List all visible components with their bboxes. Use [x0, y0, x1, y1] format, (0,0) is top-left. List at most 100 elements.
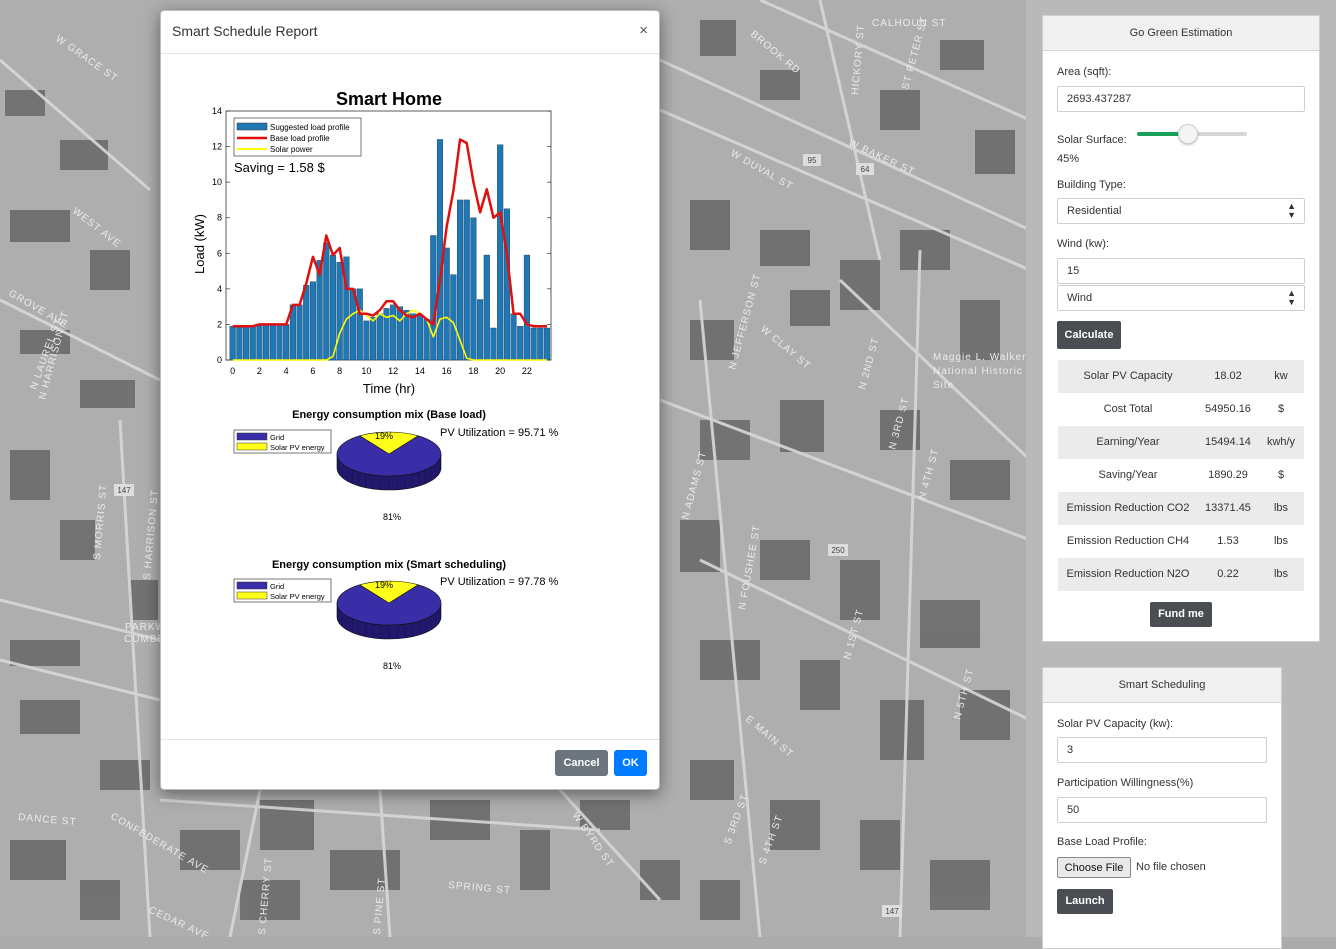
slider-fill [1137, 132, 1187, 136]
result-name: Saving/Year [1098, 469, 1158, 481]
bar [236, 326, 243, 361]
base-load-line [232, 138, 547, 328]
map-blocks [5, 20, 1015, 920]
modal-footer-divider [161, 739, 659, 740]
route-shield: 95 [803, 154, 821, 166]
pie-annotation: PV Utilization = 95.71 % [440, 427, 559, 439]
area-input[interactable]: 2693.437287 [1057, 86, 1305, 112]
bar [463, 199, 470, 361]
map-poi-label: National Historic [933, 366, 1023, 377]
svg-text:250: 250 [831, 546, 845, 555]
bar [363, 320, 370, 361]
slider-thumb[interactable] [1177, 124, 1198, 144]
result-unit: lbs [1273, 502, 1289, 514]
route-shield: 250 [828, 544, 848, 556]
pie-annotation: PV Utilization = 97.78 % [440, 576, 559, 588]
x-tick-label: 4 [284, 366, 289, 376]
legend-label: Solar power [270, 145, 313, 154]
bar [249, 326, 256, 361]
chart-annotation: Saving = 1.58 $ [234, 160, 325, 175]
chart-legend: Suggested load profile Base load profile… [233, 117, 362, 157]
bar [269, 324, 276, 361]
bar [490, 327, 497, 361]
bar [336, 261, 343, 361]
solar-power-line [232, 309, 547, 361]
bar [276, 324, 283, 361]
pie-slice-grid [336, 435, 442, 477]
close-icon[interactable]: × [639, 22, 648, 39]
go-green-panel: Go Green Estimation Area (sqft): 2693.43… [1042, 15, 1320, 642]
bar [356, 288, 363, 361]
map-street-label: S PINE ST [372, 877, 388, 935]
bar [477, 299, 484, 361]
result-value: 13371.45 [1205, 502, 1251, 514]
building-type-value: Residential [1067, 205, 1122, 217]
y-tick-label: 2 [217, 319, 222, 329]
route-shield: 147 [882, 905, 902, 917]
pie-slice-grid [336, 584, 442, 626]
solar-surface-value: 45% [1057, 153, 1080, 165]
legend-label: Base load profile [270, 134, 330, 143]
pie-slice-label: 81% [383, 512, 401, 522]
smart-scheduling-title: Smart Scheduling [1043, 668, 1281, 703]
bar [497, 144, 504, 361]
calculate-button[interactable]: Calculate [1057, 321, 1121, 349]
bar [430, 235, 437, 361]
result-row: Cost Total 54950.16 $ [1058, 393, 1304, 426]
result-name: Emission Reduction CO2 [1066, 502, 1190, 514]
x-tick-label: 8 [337, 366, 342, 376]
bar [229, 326, 236, 361]
result-name: Cost Total [1103, 403, 1153, 415]
pie-slice-solar [359, 580, 419, 604]
y-tick-label: 4 [217, 284, 222, 294]
result-row: Earning/Year 15494.14 kwh/y [1058, 426, 1304, 459]
launch-button[interactable]: Launch [1057, 889, 1113, 914]
solar-surface-slider[interactable] [1137, 124, 1247, 144]
pv-capacity-label: Solar PV Capacity (kw): [1057, 718, 1174, 730]
y-tick-label: 10 [212, 177, 222, 187]
willingness-label: Participation Willingness(%) [1057, 777, 1194, 789]
fund-me-button[interactable]: Fund me [1150, 602, 1212, 627]
x-tick-label: 16 [442, 366, 452, 376]
pie-title: Energy consumption mix (Base load) [292, 409, 486, 421]
willingness-input[interactable]: 50 [1057, 797, 1267, 823]
x-tick-label: 14 [415, 366, 425, 376]
solar-surface-label: Solar Surface: [1057, 134, 1127, 146]
bar [450, 274, 457, 361]
bar [303, 285, 310, 361]
svg-text:64: 64 [861, 165, 870, 174]
bar [370, 317, 377, 361]
cancel-button[interactable]: Cancel [555, 750, 608, 776]
pv-capacity-input[interactable]: 3 [1057, 737, 1267, 763]
svg-text:147: 147 [885, 907, 899, 916]
map-poi-label: Maggie L. Walker [933, 352, 1026, 363]
result-row: Saving/Year 1890.29 $ [1058, 459, 1304, 492]
result-name: Emission Reduction N2O [1066, 568, 1190, 580]
bar [443, 247, 450, 361]
legend-swatch-grid [236, 432, 268, 441]
pie-title: Energy consumption mix (Smart scheduling… [272, 559, 506, 571]
bar [537, 327, 544, 361]
modal-header-divider [161, 53, 659, 54]
choose-file-button[interactable]: Choose File [1057, 857, 1131, 878]
bar [396, 306, 403, 361]
ok-button[interactable]: OK [614, 750, 647, 776]
x-tick-label: 12 [388, 366, 398, 376]
x-tick-label: 18 [468, 366, 478, 376]
bar [436, 139, 444, 361]
x-tick-label: 2 [257, 366, 262, 376]
result-row: Emission Reduction N2O 0.22 lbs [1058, 558, 1304, 591]
svg-text:95: 95 [808, 156, 817, 165]
wind-input[interactable]: 15 [1057, 258, 1305, 284]
building-type-select[interactable]: Residential ▲ ▼ [1057, 198, 1305, 224]
result-value: 1890.29 [1208, 469, 1248, 481]
select-updown-icon: ▲ ▼ [1287, 288, 1296, 307]
bar [323, 242, 330, 361]
pie-slice-label: 19% [375, 431, 393, 441]
wind-type-select[interactable]: Wind ▲ ▼ [1057, 285, 1305, 311]
bar [383, 308, 390, 361]
wind-type-value: Wind [1067, 292, 1093, 304]
map-street-label: CALHOUN ST [872, 18, 946, 29]
result-name: Solar PV Capacity [1083, 370, 1173, 382]
bar [523, 254, 530, 361]
